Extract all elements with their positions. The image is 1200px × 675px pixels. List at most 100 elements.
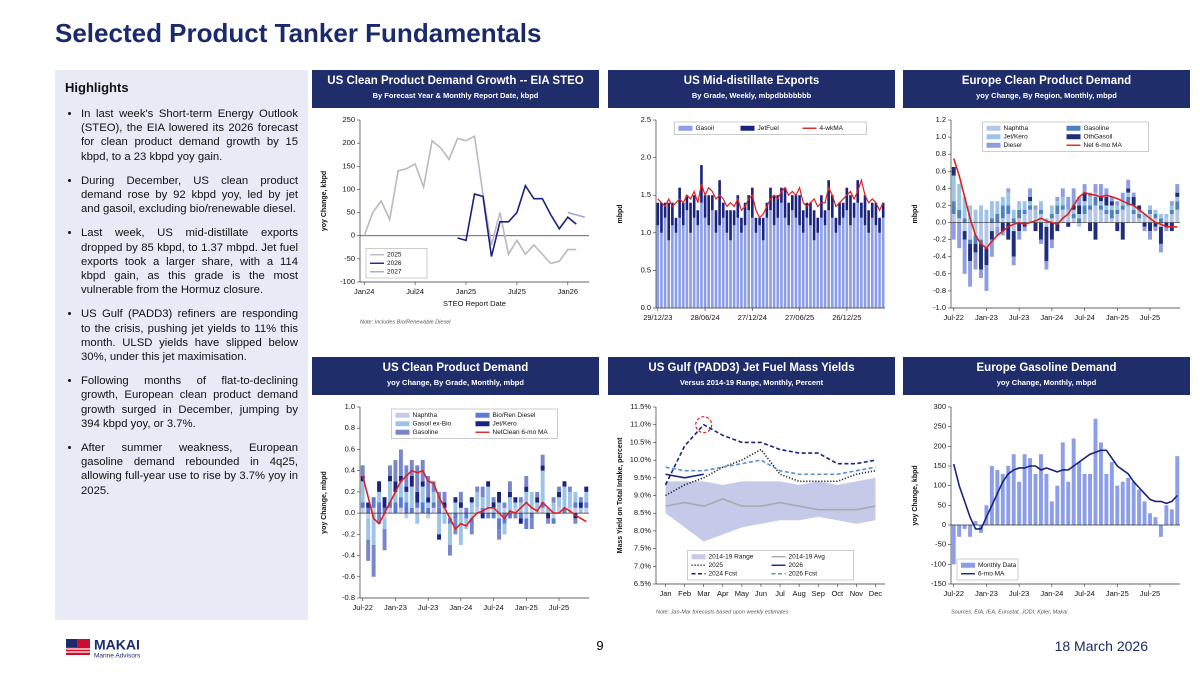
bar xyxy=(1071,205,1076,210)
chart-panel: US Gulf (PADD3) Jet Fuel Mass Yields Vers… xyxy=(608,357,895,625)
bar xyxy=(1077,222,1082,227)
bar xyxy=(1028,201,1033,206)
legend-label: 2026 xyxy=(387,260,402,267)
bar xyxy=(707,225,711,308)
y-tick-label: 0.4 xyxy=(936,183,946,192)
bar xyxy=(711,195,714,211)
bar xyxy=(787,202,790,226)
bar xyxy=(1077,214,1082,219)
bar xyxy=(1153,517,1158,525)
bar xyxy=(791,210,794,308)
bar xyxy=(507,513,512,519)
y-tick-label: 0 xyxy=(351,231,355,240)
bar xyxy=(791,195,794,211)
bar xyxy=(1131,481,1136,525)
bar xyxy=(827,210,830,308)
bar xyxy=(660,202,663,233)
bar xyxy=(1109,201,1114,206)
legend-swatch xyxy=(1066,125,1081,131)
bar xyxy=(1088,209,1092,223)
bar xyxy=(409,475,414,487)
y-tick-label: 0.0 xyxy=(641,303,651,312)
line-series xyxy=(665,498,876,511)
bar xyxy=(1088,196,1092,206)
bar xyxy=(382,518,387,530)
bar xyxy=(366,539,371,561)
y-tick-label: 100 xyxy=(933,481,946,490)
bar xyxy=(856,202,860,308)
legend-box xyxy=(687,550,854,581)
bar xyxy=(1049,222,1054,240)
bar xyxy=(834,232,838,308)
line-series xyxy=(567,211,585,218)
bar xyxy=(1153,218,1158,223)
bar xyxy=(404,513,409,519)
bar xyxy=(838,202,841,226)
bar xyxy=(1017,222,1022,232)
chart-header: US Mid-distillate Exports By Grade, Weekl… xyxy=(608,70,895,108)
y-tick-label: 8.5% xyxy=(634,508,651,517)
y-tick-label: 0.2 xyxy=(936,200,946,209)
bar xyxy=(1071,218,1076,223)
bar xyxy=(1039,239,1043,244)
y-tick-label: 50 xyxy=(938,500,946,509)
bar xyxy=(984,222,989,249)
highlights-list: In last week's Short-term Energy Outlook… xyxy=(65,107,298,498)
bar xyxy=(1017,209,1022,219)
bar xyxy=(507,481,512,492)
bar xyxy=(1006,222,1011,240)
x-tick-label: Jul-22 xyxy=(944,589,964,598)
bar xyxy=(674,217,678,233)
legend-label: Gasoil ex-Bio xyxy=(413,420,452,427)
x-tick-label: Jan-25 xyxy=(515,603,538,612)
bar xyxy=(1164,218,1169,223)
bar xyxy=(1104,473,1109,525)
bar xyxy=(776,217,780,308)
bar xyxy=(761,217,765,241)
line-series xyxy=(361,469,587,531)
x-tick-label: Jan24 xyxy=(354,287,374,296)
chart-header: US Clean Product Demand Growth -- EIA ST… xyxy=(312,70,599,108)
bar xyxy=(398,481,403,498)
bar xyxy=(1158,226,1163,244)
legend-swatch xyxy=(961,562,975,568)
bar xyxy=(420,486,425,503)
bar xyxy=(1011,231,1016,257)
bar xyxy=(823,225,827,308)
bar xyxy=(475,486,480,492)
bar xyxy=(388,481,392,503)
bar xyxy=(1055,205,1060,214)
bar xyxy=(816,217,820,233)
bar xyxy=(1120,209,1125,223)
bar xyxy=(1104,205,1109,210)
bar xyxy=(513,497,518,503)
bar xyxy=(371,497,376,508)
line-series xyxy=(952,158,1178,250)
legend-box xyxy=(391,408,558,439)
chart-panel: US Mid-distillate Exports By Grade, Weekl… xyxy=(608,70,895,335)
bar xyxy=(703,217,707,308)
bar xyxy=(962,239,967,274)
bar xyxy=(491,513,496,519)
chart: 6.5% 7.0% 7.5% 8.0% 8.5% 9.0% 9.5% 10.0% 10.5% 11… xyxy=(617,402,885,615)
bar xyxy=(951,167,956,176)
bar xyxy=(573,518,578,524)
bar xyxy=(1011,209,1016,219)
bar xyxy=(1088,205,1092,210)
bar xyxy=(502,523,507,535)
line-series xyxy=(952,449,1178,530)
bar xyxy=(1148,205,1152,210)
bar xyxy=(1011,222,1016,232)
bar xyxy=(881,202,885,218)
x-tick-label: 28/06/24 xyxy=(690,313,719,322)
y-tick-label: 9.5% xyxy=(634,473,651,482)
bar xyxy=(1126,192,1131,197)
bar xyxy=(957,222,962,249)
y-tick-label: 250 xyxy=(933,422,946,431)
bar xyxy=(700,202,703,308)
y-axis-label: yoy Change, kbpd xyxy=(321,171,328,231)
bar xyxy=(1066,481,1071,525)
bar xyxy=(849,225,852,308)
bar xyxy=(989,231,994,240)
x-tick-label: Aug xyxy=(792,589,805,598)
